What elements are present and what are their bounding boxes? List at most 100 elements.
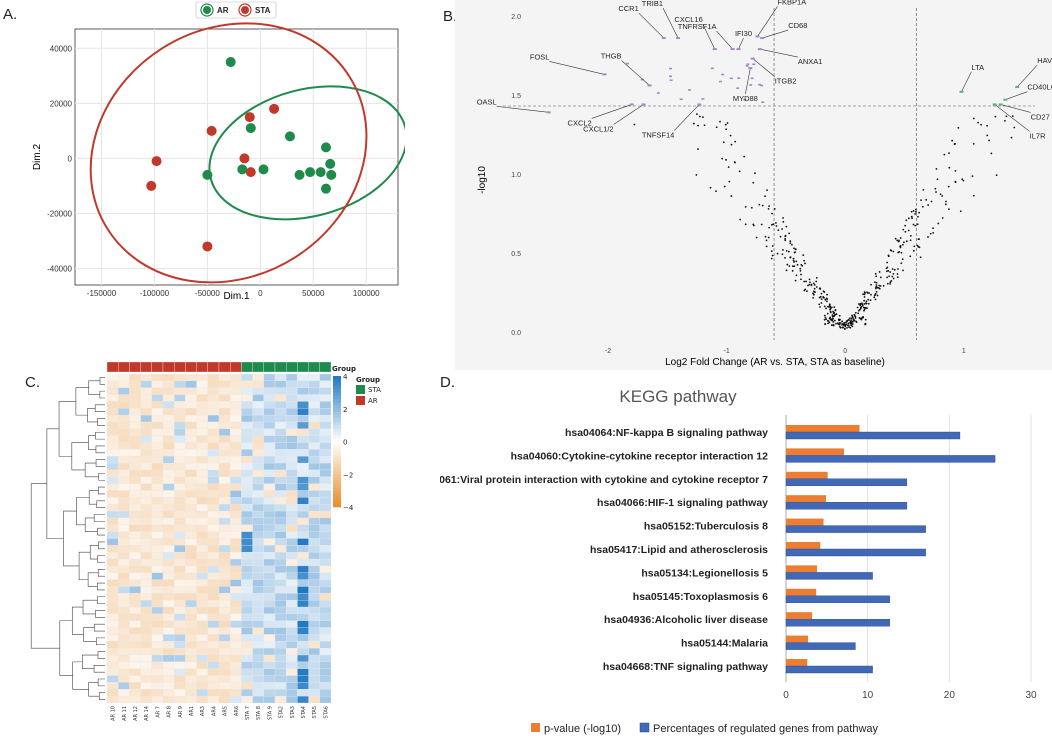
heatmap-cell: [196, 373, 208, 382]
volcano-point: [813, 290, 815, 293]
volcano-point: [929, 232, 932, 235]
volcano-point: [828, 303, 831, 306]
heatmap-scale-step: [333, 398, 341, 403]
volcano-point: [823, 305, 826, 308]
heatmap-cell: [308, 654, 320, 663]
volcano-point: [709, 186, 712, 189]
pca-legend-box: [195, 1, 277, 19]
heatmap-cell: [218, 695, 231, 704]
heatmap-cell: [218, 600, 231, 608]
volcano-point: [835, 322, 837, 325]
heatmap-cell: [252, 476, 264, 484]
volcano-highlight-point: [755, 35, 760, 38]
volcano-threshold-lines: [503, 8, 1035, 340]
heatmap-cell: [252, 600, 264, 608]
heatmap-group-cell: [308, 361, 320, 373]
heatmap-cell: [196, 421, 208, 429]
volcano-highlight-point: [760, 37, 765, 40]
heatmap-cell: [129, 483, 141, 491]
heatmap-cell: [274, 462, 287, 471]
heatmap-cell: [230, 579, 242, 587]
kegg-bar-pvalue: [786, 565, 818, 573]
volcano-point: [844, 325, 847, 328]
heatmap-cell: [252, 394, 264, 402]
volcano-point: [995, 174, 998, 176]
volcano-gene-label: CXCL2: [568, 118, 592, 127]
heatmap-cell: [162, 606, 175, 615]
volcano-point: [827, 320, 830, 322]
heatmap-cell: [118, 387, 130, 395]
heatmap-cell: [286, 483, 298, 491]
panel-label-c: C.: [25, 374, 40, 391]
heatmap-cell: [308, 675, 320, 683]
heatmap-cell: [140, 428, 152, 436]
heatmap-cell: [174, 661, 186, 669]
volcano-point: [850, 322, 853, 325]
volcano-point: [779, 235, 782, 238]
heatmap-cell: [263, 613, 276, 621]
heatmap-cell: [286, 442, 298, 450]
heatmap-cell: [230, 558, 242, 567]
heatmap-cell: [252, 641, 264, 649]
heatmap-cell: [218, 449, 231, 457]
heatmap-dendrogram-branch: [95, 637, 105, 646]
heatmap-cell: [319, 627, 332, 635]
heatmap-cell: [151, 695, 164, 704]
heatmap-cell: [308, 668, 320, 676]
heatmap-dendrogram-branch: [75, 387, 89, 416]
heatmap-cell: [308, 380, 320, 388]
heatmap-cell: [319, 648, 332, 656]
volcano-point: [793, 265, 796, 268]
volcano-gene-label: OASL: [477, 97, 497, 106]
heatmap-cell: [297, 469, 309, 477]
heatmap-group-cell: [129, 361, 141, 373]
heatmap-cell: [274, 558, 287, 567]
heatmap-cell: [151, 408, 164, 416]
heatmap-cell: [230, 401, 242, 409]
heatmap-cell: [106, 504, 119, 512]
heatmap-cell: [174, 387, 186, 395]
heatmap-cell: [196, 586, 208, 594]
heatmap-scale-step: [333, 434, 341, 439]
heatmap-scale-tick: −2: [343, 471, 353, 479]
heatmap-sample-label: AR1: [189, 706, 195, 716]
volcano-label-line: [1000, 104, 1031, 113]
volcano-point: [781, 253, 784, 256]
heatmap-cell: [185, 401, 197, 409]
heatmap-cell: [218, 661, 231, 669]
heatmap-cell: [230, 476, 242, 484]
heatmap-cell: [218, 538, 231, 546]
heatmap-cell: [129, 675, 141, 683]
heatmap-cell: [118, 565, 130, 573]
heatmap-scale-step: [333, 402, 341, 406]
heatmap-cell: [118, 695, 130, 704]
volcano-point: [824, 299, 827, 301]
heatmap-cell: [185, 442, 197, 450]
heatmap-cell: [196, 538, 208, 546]
volcano-point: [954, 169, 957, 172]
volcano-point: [848, 319, 850, 322]
volcano-point: [972, 194, 975, 197]
heatmap-cell: [151, 648, 164, 656]
heatmap-cell: [274, 654, 287, 663]
volcano-point: [875, 286, 877, 288]
volcano-point: [795, 260, 798, 263]
heatmap-cell: [286, 552, 298, 560]
heatmap-cell: [129, 682, 141, 690]
heatmap-cell: [218, 462, 231, 471]
volcano-point: [768, 205, 770, 208]
heatmap-cell: [151, 586, 164, 594]
heatmap-cell: [129, 442, 141, 450]
heatmap-cell: [151, 462, 164, 471]
heatmap-sample-label: AR5: [223, 706, 229, 716]
heatmap-cell: [185, 421, 197, 429]
heatmap-cell: [252, 517, 264, 525]
heatmap-cell: [207, 387, 220, 395]
heatmap-cell: [230, 675, 242, 683]
heatmap-cell: [308, 401, 320, 409]
pca-point-sta: [202, 241, 213, 252]
kegg-category-label: hsa04936:Alcoholic liver disease: [604, 614, 768, 626]
volcano-highlight-point: [602, 73, 607, 76]
heatmap-cell: [207, 462, 220, 471]
volcano-point: [853, 314, 856, 317]
